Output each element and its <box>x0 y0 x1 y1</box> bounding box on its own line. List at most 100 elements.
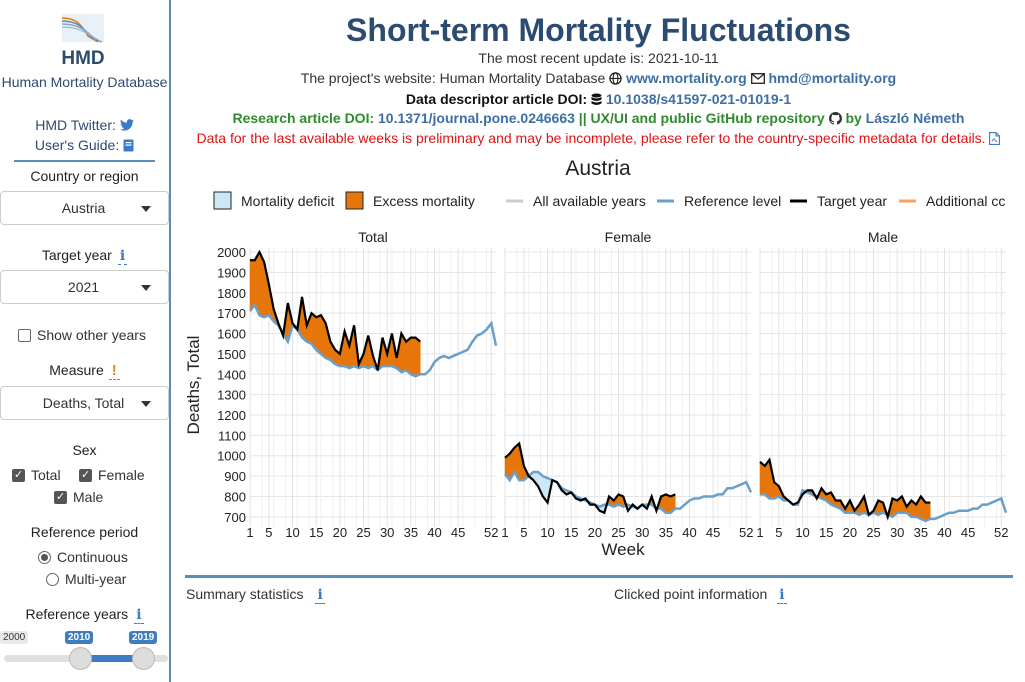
reference-level-line <box>504 469 753 514</box>
target-year-line <box>250 249 422 371</box>
radio-multi-year[interactable]: Multi-year <box>46 571 126 587</box>
slider-handle-from[interactable] <box>69 647 92 670</box>
x-tick-label: 20 <box>588 525 602 540</box>
y-tick-label: 1700 <box>217 306 246 321</box>
section-divider <box>185 575 1013 578</box>
twitter-icon[interactable] <box>119 119 134 131</box>
sex-female-checkbox[interactable]: Female <box>79 467 145 483</box>
excess-mortality-area <box>405 337 412 375</box>
y-tick-label: 1100 <box>218 428 246 443</box>
x-tick-label: 52 <box>484 525 498 540</box>
checkbox-checked-icon[interactable] <box>12 468 25 482</box>
legend-label: Target year <box>817 193 887 209</box>
panel-title: Female <box>605 229 652 245</box>
github-icon[interactable] <box>828 112 842 125</box>
y-tick-label: 700 <box>224 510 246 525</box>
excess-mortality-area <box>249 259 255 312</box>
globe-icon <box>609 72 622 85</box>
measure-select[interactable]: Deaths, Total <box>0 386 169 420</box>
excess-mortality-area <box>415 337 421 377</box>
checkbox-icon[interactable] <box>18 329 31 342</box>
descriptor-row: Data descriptor article DOI: 10.1038/s41… <box>172 91 1025 107</box>
mortality-chart[interactable]: Austria Mortality deficit Excess mortality… <box>172 150 1025 570</box>
y-tick-label: 1600 <box>217 327 246 342</box>
target-year-label-row: Target year i <box>0 247 169 265</box>
guide-label: User's Guide: <box>34 137 120 153</box>
radio-icon[interactable] <box>46 573 59 586</box>
summary-statistics-label: Summary statistics <box>186 586 304 602</box>
x-tick-label: 1 <box>501 525 508 540</box>
page-title: Short-term Mortality Fluctuations <box>346 12 851 48</box>
research-by: by <box>845 110 862 126</box>
info-icon[interactable]: i <box>117 248 128 265</box>
update-text: The most recent update is: 2021-10-11 <box>478 50 719 66</box>
book-icon[interactable] <box>123 139 134 152</box>
x-tick-label: 52 <box>994 525 1008 540</box>
author-link[interactable]: László Németh <box>865 110 965 126</box>
target-year-label: Target year <box>41 247 112 263</box>
research-link[interactable]: 10.1371/journal.pone.0246663 <box>378 110 575 126</box>
research-row: Research article DOI: 10.1371/journal.po… <box>172 110 1025 126</box>
website-link[interactable]: www.mortality.org <box>626 70 747 86</box>
y-tick-label: 1800 <box>217 286 246 301</box>
x-tick-label: 10 <box>540 525 554 540</box>
email-icon <box>750 73 765 84</box>
guide-row[interactable]: User's Guide: <box>0 137 169 153</box>
x-tick-label: 30 <box>380 525 394 540</box>
x-tick-label: 45 <box>961 525 975 540</box>
sex-label: Sex <box>72 442 97 458</box>
pdf-icon[interactable] <box>989 132 1001 145</box>
reference-years-label: Reference years <box>25 606 129 622</box>
x-tick-label: 5 <box>775 525 782 540</box>
info-icon[interactable]: i <box>134 607 144 624</box>
info-icon[interactable]: i <box>777 587 787 604</box>
legend-label: Mortality deficit <box>241 193 334 209</box>
x-tick-label: 40 <box>937 525 951 540</box>
panel-background <box>760 248 1006 527</box>
legend-label: Reference level <box>684 193 781 209</box>
logo-text: HMD <box>61 48 104 68</box>
measure-label: Measure <box>49 362 104 378</box>
excess-mortality-area <box>410 337 416 377</box>
sex-total-checkbox[interactable]: Total <box>12 467 61 483</box>
x-tick-label: 40 <box>682 525 696 540</box>
descriptor-link[interactable]: 10.1038/s41597-021-01019-1 <box>605 91 792 107</box>
slider-handle-to[interactable] <box>132 647 155 670</box>
radio-continuous-label: Continuous <box>57 549 128 565</box>
x-tick-label: 45 <box>451 525 465 540</box>
country-select[interactable]: Austria <box>0 191 169 225</box>
sex-male-checkbox[interactable]: Male <box>54 489 103 505</box>
x-tick-label: 10 <box>795 525 809 540</box>
target-year-line <box>504 441 676 515</box>
descriptor-prefix: Data descriptor article DOI: <box>405 91 588 107</box>
show-other-years-checkbox[interactable]: Show other years <box>18 327 146 343</box>
radio-selected-icon[interactable] <box>38 551 51 564</box>
info-icon[interactable]: i <box>315 587 325 604</box>
twitter-label: HMD Twitter: <box>35 117 116 133</box>
preliminary-warning: Data for the last available weeks is pre… <box>196 130 986 146</box>
x-tick-label: 10 <box>285 525 299 540</box>
x-tick-label: 15 <box>309 525 323 540</box>
checkbox-checked-icon[interactable] <box>54 490 67 504</box>
checkbox-checked-icon[interactable] <box>79 468 92 482</box>
excess-mortality-area <box>315 314 322 355</box>
twitter-row[interactable]: HMD Twitter: <box>0 117 169 133</box>
x-tick-label: 35 <box>659 525 673 540</box>
clicked-point-row: Clicked point information i <box>614 586 787 604</box>
reference-period-label: Reference period <box>30 524 139 540</box>
slider-from-label: 2010 <box>65 631 94 644</box>
y-tick-label: 1200 <box>217 408 246 423</box>
sex-female-label: Female <box>98 467 145 483</box>
chevron-down-icon <box>141 401 151 407</box>
legend-swatch <box>213 191 232 210</box>
warning-icon[interactable]: ! <box>108 362 120 380</box>
measure-value: Deaths, Total <box>42 395 125 411</box>
x-tick-label: 35 <box>914 525 928 540</box>
target-year-select[interactable]: 2021 <box>0 270 169 304</box>
email-link[interactable]: hmd@mortality.org <box>768 70 897 86</box>
x-tick-label: 1 <box>246 525 253 540</box>
radio-continuous[interactable]: Continuous <box>38 549 128 565</box>
org-name: Human Mortality Database <box>1 74 168 90</box>
chevron-down-icon <box>141 285 151 291</box>
x-tick-label: 5 <box>265 525 272 540</box>
